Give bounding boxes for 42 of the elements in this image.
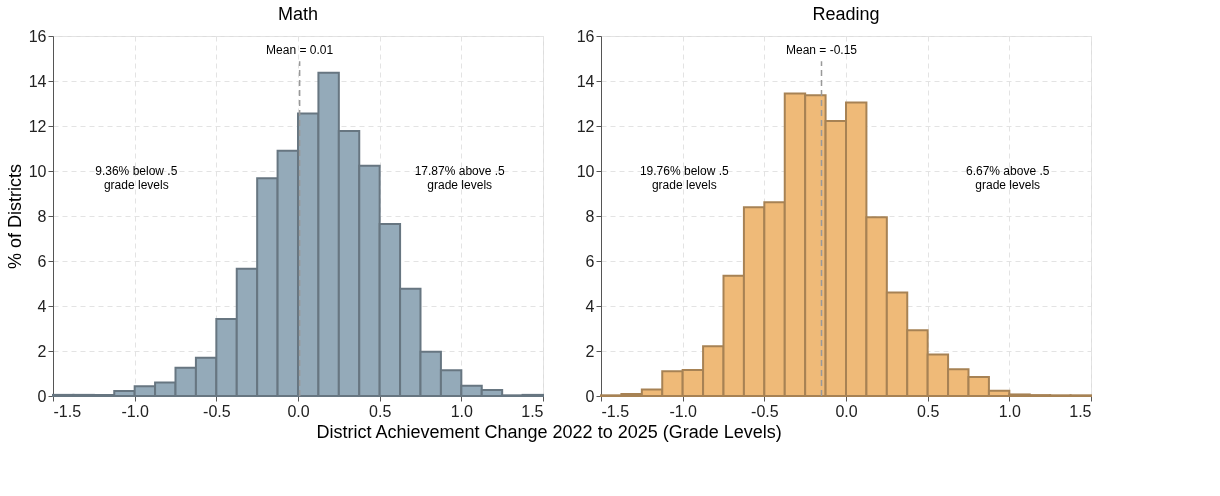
x-tick-label: -1.0 bbox=[669, 402, 698, 420]
y-tick-label: 10 bbox=[576, 162, 595, 180]
y-tick-label: 8 bbox=[585, 207, 595, 225]
y-tick-label: 0 bbox=[37, 387, 47, 405]
x-tick-label: -0.5 bbox=[751, 402, 779, 420]
y-tick-label: 16 bbox=[576, 27, 595, 45]
y-tick-label: 14 bbox=[576, 72, 595, 90]
chart-title: Math bbox=[277, 4, 319, 24]
y-tick-label: 4 bbox=[37, 297, 47, 315]
y-tick-label: 16 bbox=[28, 27, 47, 45]
y-axis-title: % of Districts bbox=[4, 163, 25, 270]
chart-title: Reading bbox=[812, 4, 880, 24]
x-tick-label: 1.0 bbox=[998, 402, 1022, 420]
x-axis-title: District Achievement Change 2022 to 2025 (Grade Levels) bbox=[316, 421, 782, 442]
annotation: 9.36% below .5 grade levels bbox=[95, 164, 178, 192]
x-tick-label: 0.5 bbox=[917, 402, 940, 420]
y-tick-label: 14 bbox=[28, 72, 47, 90]
y-tick-label: 6 bbox=[37, 252, 47, 270]
x-tick-label: 0.0 bbox=[835, 402, 858, 420]
y-tick-label: 4 bbox=[585, 297, 595, 315]
annotation: 6.67% above .5 grade levels bbox=[966, 164, 1050, 192]
x-tick-label: 1.0 bbox=[450, 402, 474, 420]
y-tick-label: 12 bbox=[576, 117, 595, 135]
y-tick-label: 8 bbox=[37, 207, 47, 225]
x-tick-label: 0.5 bbox=[369, 402, 392, 420]
ref-line-label: Mean = 0.01 bbox=[266, 43, 334, 58]
y-tick-label: 2 bbox=[37, 342, 47, 360]
x-tick-label: 1.5 bbox=[1069, 402, 1092, 420]
x-tick-label: 1.5 bbox=[521, 402, 544, 420]
ref-line-label: Mean = -0.15 bbox=[785, 43, 858, 58]
y-tick-label: 2 bbox=[585, 342, 595, 360]
y-tick-label: 10 bbox=[28, 162, 47, 180]
x-tick-label: 0.0 bbox=[287, 402, 310, 420]
x-tick-label: -1.5 bbox=[601, 402, 630, 420]
annotation: 17.87% above .5 grade levels bbox=[414, 164, 506, 192]
y-tick-label: 6 bbox=[585, 252, 595, 270]
annotation: 19.76% below .5 grade levels bbox=[639, 164, 729, 192]
x-tick-label: -1.5 bbox=[53, 402, 82, 420]
y-tick-label: 12 bbox=[28, 117, 47, 135]
y-tick-label: 0 bbox=[585, 387, 595, 405]
x-tick-label: -0.5 bbox=[203, 402, 231, 420]
x-tick-label: -1.0 bbox=[121, 402, 150, 420]
